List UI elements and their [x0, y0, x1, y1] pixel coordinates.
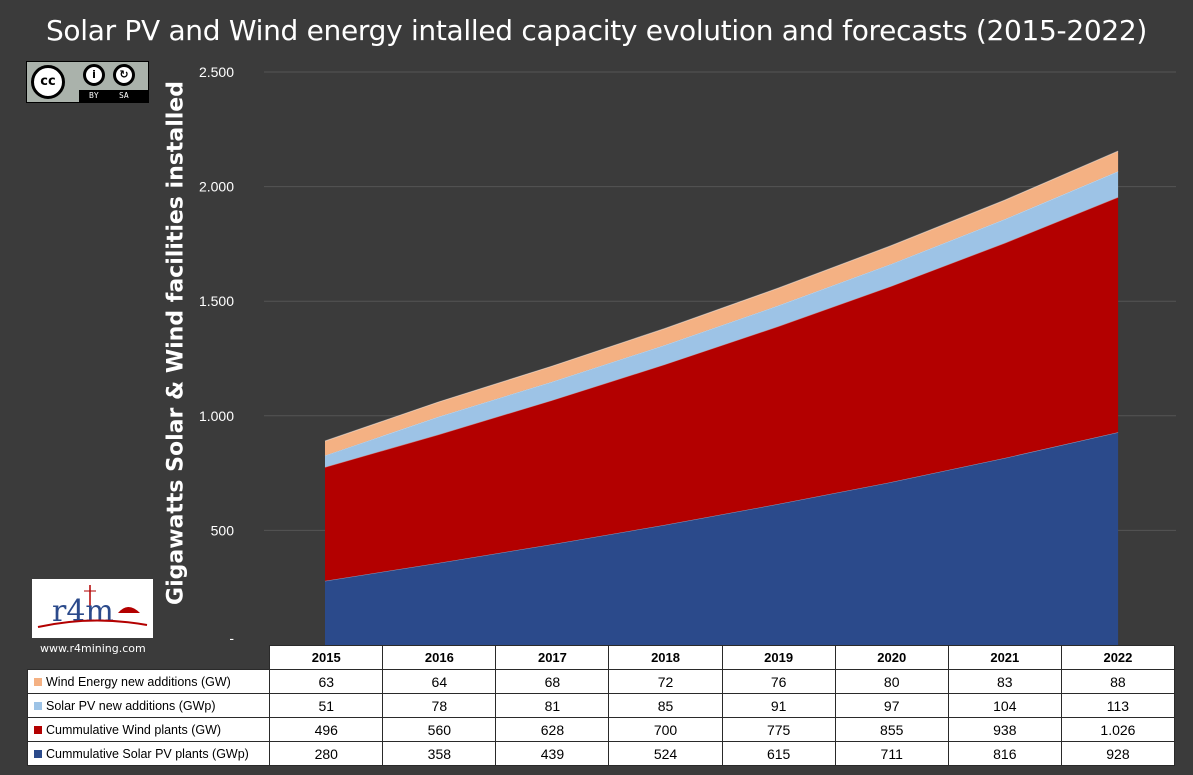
legend-swatch: [34, 678, 42, 687]
data-label: 85: [608, 693, 723, 718]
data-label: 104: [947, 693, 1062, 718]
data-table: 2015 2016 2017 2018 2019 2020 2021 2022 Wind En…: [26, 645, 1176, 766]
data-label: 775: [721, 717, 836, 742]
data-label: 76: [721, 669, 836, 694]
data-label: 68: [495, 669, 610, 694]
data-label: 72: [608, 669, 723, 694]
legend-entry: Wind Energy new additions (GW): [26, 669, 271, 694]
table-row: Cummulative Solar PV plants (GWp) 280 358 4…: [26, 741, 1176, 766]
y-tick-label: -: [229, 630, 234, 645]
data-label: 524: [608, 741, 723, 766]
data-label: 97: [834, 693, 949, 718]
data-label: 816: [947, 741, 1062, 766]
r4mining-logo-graphic: r4m: [37, 585, 148, 629]
badge-sa-text: SA: [119, 91, 129, 100]
data-label: 928: [1060, 741, 1176, 766]
area-edge-3: [324, 150, 1119, 442]
table-row: Solar PV new additions (GWp) 51 78 81 85 91 97…: [26, 693, 1176, 718]
data-label: 80: [834, 669, 949, 694]
data-label: 83: [947, 669, 1062, 694]
legend-swatch: [34, 702, 42, 711]
r4mining-logo: r4m: [32, 579, 153, 638]
data-label: 700: [608, 717, 723, 742]
cc-icon: cc: [31, 65, 65, 99]
table-row: Wind Energy new additions (GW) 63 64 68 72 76…: [26, 669, 1176, 694]
year-header: 2022: [1060, 645, 1176, 670]
data-label: 51: [269, 693, 384, 718]
y-tick-label: 2.500: [199, 64, 234, 80]
chart-title: Solar PV and Wind energy intalled capaci…: [45, 14, 1148, 47]
table-corner: [28, 646, 270, 670]
year-header: 2019: [721, 645, 836, 670]
chart-plot-area: - 500 1.000 1.500 2.000 2.500: [199, 64, 1176, 645]
year-header: 2017: [495, 645, 610, 670]
data-label: 81: [495, 693, 610, 718]
data-label: 91: [721, 693, 836, 718]
data-label: 855: [834, 717, 949, 742]
area-series-2: [325, 171, 1119, 468]
data-label: 560: [382, 717, 497, 742]
data-label: 496: [269, 717, 384, 742]
data-label: 63: [269, 669, 384, 694]
share-alike-icon: ↻: [113, 64, 135, 86]
y-tick-label: 1.000: [199, 408, 234, 424]
area-series-3: [325, 151, 1119, 456]
area-series-0: [325, 432, 1119, 645]
data-label: 78: [382, 693, 497, 718]
data-label: 938: [947, 717, 1062, 742]
data-label: 113: [1060, 693, 1176, 718]
year-header: 2021: [947, 645, 1062, 670]
year-header: 2018: [608, 645, 723, 670]
legend-entry: Solar PV new additions (GWp): [26, 693, 271, 718]
data-label: 615: [721, 741, 836, 766]
legend-swatch: [34, 726, 42, 735]
data-label: 358: [382, 741, 497, 766]
year-header: 2020: [834, 645, 949, 670]
data-label: 64: [382, 669, 497, 694]
y-tick-label: 1.500: [199, 293, 234, 309]
badge-by-text: BY: [89, 91, 99, 100]
y-tick-label: 2.000: [199, 179, 234, 195]
cc-license-badge: cc i ↻ BY SA: [26, 61, 149, 103]
legend-entry: Cummulative Solar PV plants (GWp): [26, 741, 271, 766]
data-label: 88: [1060, 669, 1176, 694]
legend-entry: Cummulative Wind plants (GW): [26, 717, 271, 742]
legend-swatch: [34, 750, 42, 759]
year-header: 2016: [382, 645, 497, 670]
data-label: 1.026: [1060, 717, 1176, 742]
logo-url: www.r4mining.com: [40, 642, 146, 655]
area-series-1: [325, 197, 1119, 581]
table-row: Cummulative Wind plants (GW) 496 560 628 700…: [26, 717, 1176, 742]
data-label: 439: [495, 741, 610, 766]
y-tick-label: 500: [211, 522, 235, 538]
year-header: 2015: [269, 645, 384, 670]
table-header-row: 2015 2016 2017 2018 2019 2020 2021 2022: [28, 645, 1176, 670]
attribution-icon: i: [83, 64, 105, 86]
data-label: 628: [495, 717, 610, 742]
data-label: 280: [269, 741, 384, 766]
data-label: 711: [834, 741, 949, 766]
